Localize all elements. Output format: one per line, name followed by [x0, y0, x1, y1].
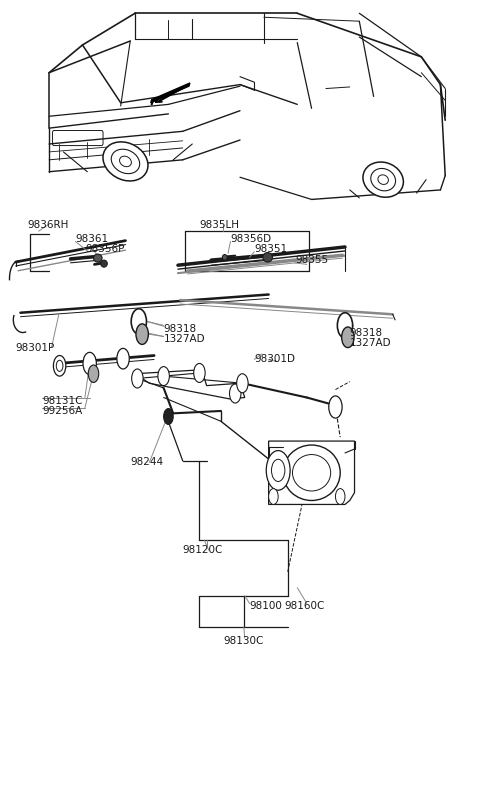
Circle shape [229, 384, 241, 403]
Polygon shape [151, 83, 190, 103]
Text: 98361: 98361 [75, 234, 108, 244]
Text: 98318: 98318 [350, 328, 383, 338]
Circle shape [136, 324, 148, 344]
Ellipse shape [111, 149, 140, 173]
Text: 98100: 98100 [250, 601, 282, 611]
Circle shape [194, 363, 205, 382]
Ellipse shape [371, 169, 396, 191]
Ellipse shape [101, 260, 108, 267]
Circle shape [336, 489, 345, 505]
Text: 99256A: 99256A [42, 406, 82, 416]
Ellipse shape [103, 142, 148, 181]
Circle shape [83, 352, 96, 374]
Polygon shape [135, 370, 245, 399]
Circle shape [158, 366, 169, 386]
Polygon shape [269, 441, 355, 505]
Ellipse shape [263, 253, 273, 262]
Ellipse shape [378, 175, 388, 184]
Text: 98301D: 98301D [254, 355, 295, 364]
Text: 98160C: 98160C [284, 601, 325, 611]
Text: 1327AD: 1327AD [350, 338, 391, 348]
Text: 98301P: 98301P [16, 343, 55, 353]
Text: 1327AD: 1327AD [164, 334, 205, 344]
Ellipse shape [283, 445, 340, 501]
Circle shape [88, 365, 99, 382]
Ellipse shape [292, 455, 331, 491]
FancyBboxPatch shape [52, 130, 103, 145]
Text: 98351: 98351 [254, 244, 288, 254]
Ellipse shape [222, 254, 227, 260]
Circle shape [56, 360, 63, 371]
Text: 98244: 98244 [130, 457, 163, 467]
Text: 98318: 98318 [164, 324, 197, 334]
Text: 98131C: 98131C [42, 396, 83, 405]
Ellipse shape [94, 254, 102, 262]
Text: 98120C: 98120C [183, 545, 223, 556]
Text: 98130C: 98130C [223, 636, 264, 646]
Circle shape [117, 348, 129, 369]
Circle shape [53, 355, 66, 376]
Circle shape [237, 374, 248, 393]
Circle shape [131, 308, 146, 334]
Circle shape [266, 451, 290, 491]
Circle shape [342, 327, 354, 347]
Circle shape [329, 396, 342, 418]
Ellipse shape [120, 156, 132, 167]
Text: 98356P: 98356P [85, 244, 124, 254]
Text: 98355: 98355 [295, 255, 328, 266]
Circle shape [132, 369, 143, 388]
Text: 98356D: 98356D [230, 234, 272, 244]
Circle shape [269, 489, 278, 505]
Circle shape [164, 409, 173, 425]
Circle shape [337, 312, 353, 338]
Circle shape [272, 460, 285, 482]
Text: 9835LH: 9835LH [199, 219, 240, 230]
Text: 9836RH: 9836RH [28, 219, 69, 230]
Ellipse shape [363, 162, 403, 197]
